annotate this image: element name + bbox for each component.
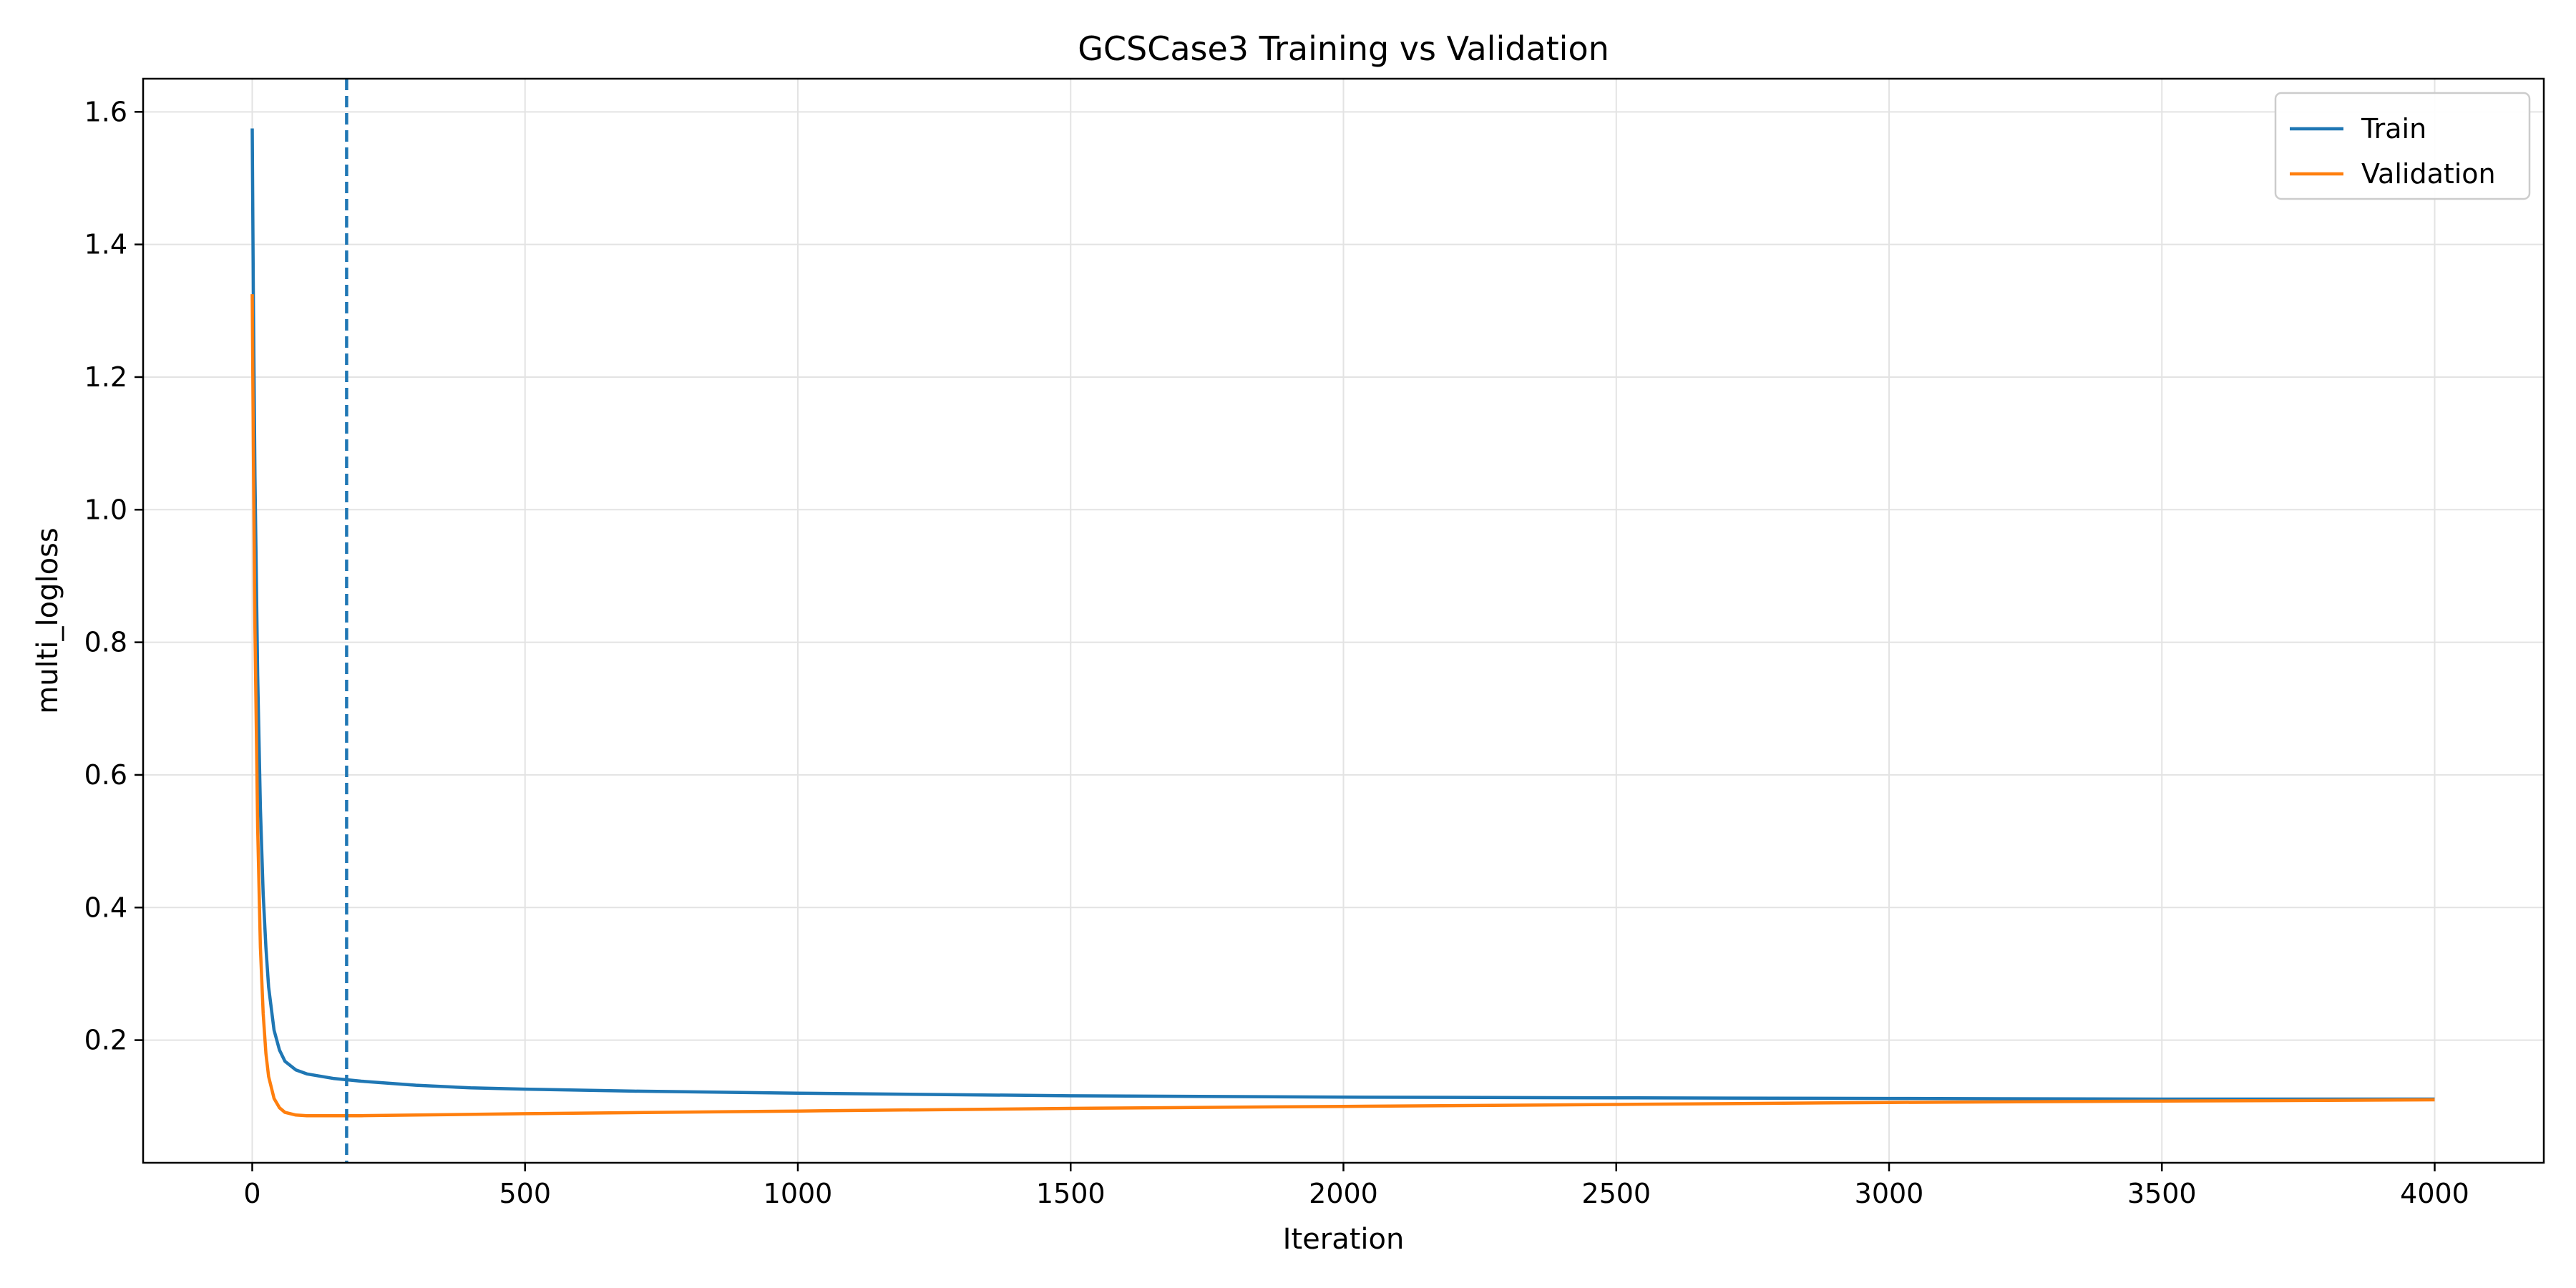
ticks-layer: 0 500 1000 1500 2000 2500 3000 3500 4000 0.2 0.4 0.… [84,96,2469,1209]
series-layer [250,79,2435,1163]
x-tick-label: 2000 [1309,1178,1378,1209]
y-tick-label: 0.4 [84,892,127,923]
y-tick-label: 1.4 [84,229,127,260]
y-tick-label: 0.8 [84,627,127,658]
grid-layer [143,79,2544,1163]
legend-label-train: Train [2361,113,2426,145]
x-tick-label: 4000 [2400,1178,2469,1209]
y-tick-label: 1.6 [84,96,127,127]
y-tick-label: 0.2 [84,1025,127,1056]
x-tick-label: 3000 [1855,1178,1924,1209]
x-tick-label: 500 [499,1178,551,1209]
y-tick-label: 1.0 [84,494,127,525]
legend-label-validation: Validation [2361,158,2496,190]
y-tick-label: 1.2 [84,361,127,393]
x-tick-label: 2500 [1581,1178,1651,1209]
series-line-train [250,128,2435,1101]
x-tick-label: 0 [243,1178,260,1209]
x-axis-label: Iteration [1283,1223,1405,1256]
legend: Train Validation [2274,92,2531,200]
chart-title: GCSCase3 Training vs Validation [1078,29,1609,68]
x-tick-label: 1500 [1036,1178,1106,1209]
x-tick-label: 3500 [2127,1178,2197,1209]
series-line-validation [250,294,2435,1118]
y-tick-label: 0.6 [84,759,127,791]
x-tick-label: 1000 [763,1178,833,1209]
y-axis-label: multi_logloss [31,527,64,713]
